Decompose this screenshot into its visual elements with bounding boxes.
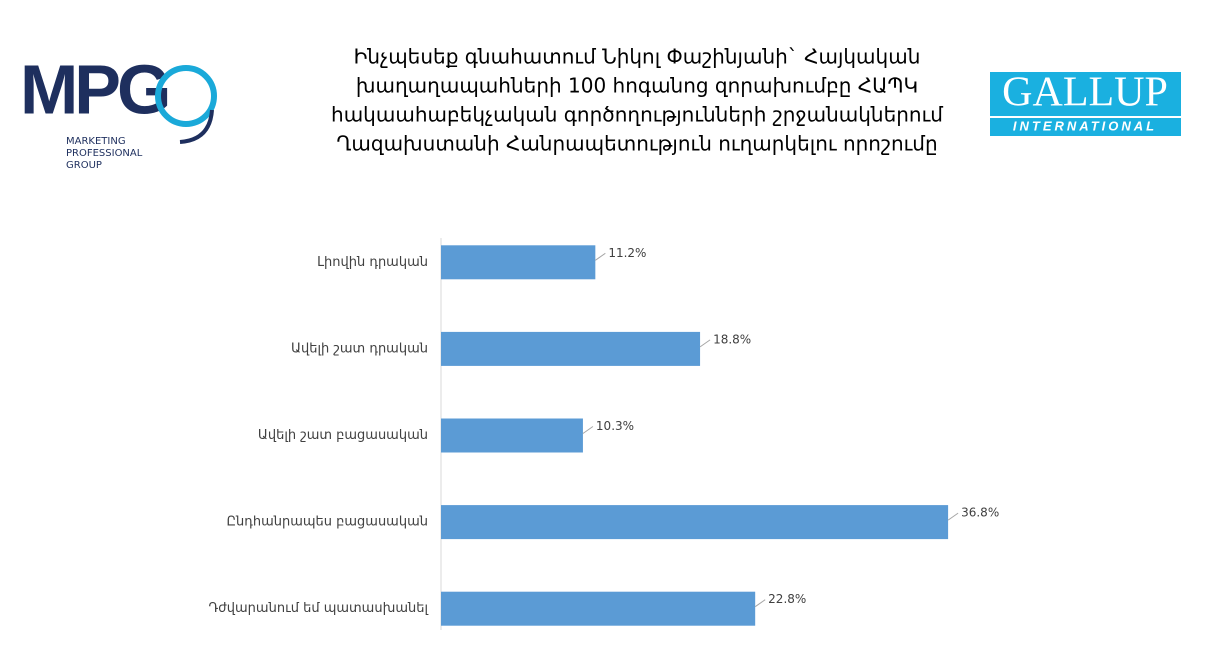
label-leader <box>754 599 766 608</box>
bar <box>441 331 701 366</box>
category-label: Դժվարանում եմ պատասխանել <box>208 601 428 616</box>
bar <box>441 505 949 540</box>
logo-sub: INTERNATIONAL <box>1013 118 1157 133</box>
logo-line: GROUP <box>66 160 102 171</box>
value-label: 10.3% <box>596 419 634 433</box>
category-label: Ավելի շատ բացասական <box>258 428 428 443</box>
category-label: Ավելի շատ դրական <box>291 341 428 356</box>
mpg-logo: MPG MARKETING PROFESSIONAL GROUP <box>20 50 217 171</box>
chart-title: Ղազախստանի Հանրապետություն ուղարկելու որ… <box>336 132 937 156</box>
label-leader <box>947 512 959 521</box>
value-label: 36.8% <box>961 506 999 520</box>
category-label: Ընդհանրապես բացասական <box>226 515 428 530</box>
logo-mark: GALLUP <box>1002 70 1168 116</box>
value-label: 18.8% <box>713 332 751 346</box>
chart-title: հակաահաբեկչական գործողությունների շրջանա… <box>331 103 943 127</box>
value-label: 22.8% <box>768 592 806 606</box>
bar <box>441 591 756 626</box>
chart-title: Ինչպեսեք գնահատում Նիկոլ Փաշինյանի` Հայկ… <box>354 45 921 69</box>
logo-mark: MPG <box>20 50 168 128</box>
logo-ring <box>155 65 217 127</box>
logo-line: PROFESSIONAL <box>66 148 143 159</box>
label-leader <box>699 339 711 348</box>
logo-headset <box>179 109 214 144</box>
logo-box <box>990 72 1181 136</box>
bar <box>441 245 596 280</box>
category-label: Լիովին դրական <box>317 255 428 270</box>
bar <box>441 418 583 453</box>
label-leader <box>595 252 606 261</box>
gallup-logo: GALLUP INTERNATIONAL <box>990 70 1181 136</box>
value-label: 11.2% <box>608 246 646 260</box>
chart-title: խաղաղապահների 100 հոգանոց զորախումբը ՀԱՊ… <box>356 74 918 98</box>
label-leader <box>582 426 594 434</box>
logo-line: MARKETING <box>66 136 126 147</box>
